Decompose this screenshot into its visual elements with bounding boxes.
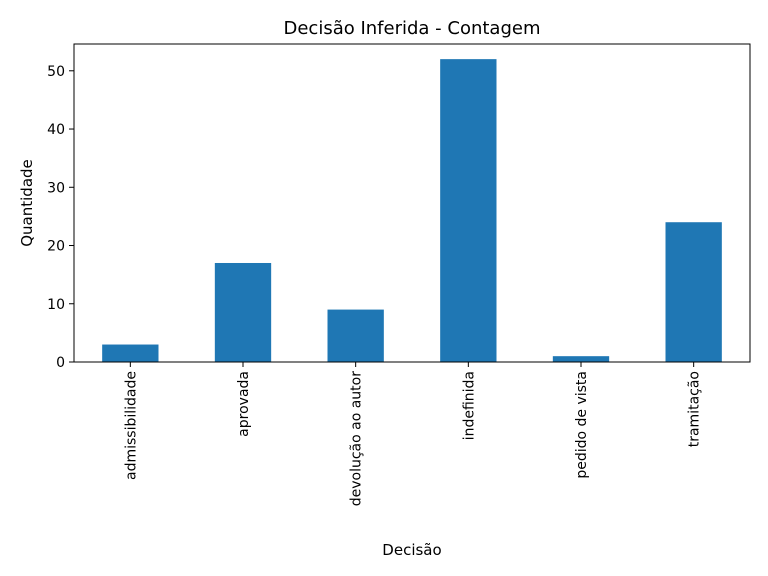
- x-tick-label: aprovada: [236, 371, 252, 437]
- bar-1: [214, 262, 272, 362]
- x-tick-label: tramitação: [687, 371, 703, 447]
- bar-0: [102, 344, 159, 362]
- y-tick-label: 10: [47, 297, 65, 313]
- y-axis-ticks: 0 10 20 30 40 50: [47, 64, 74, 371]
- x-tick-label: admissibilidade: [123, 371, 139, 480]
- y-tick-label: 20: [47, 239, 65, 255]
- x-tick-label: pedido de vista: [574, 371, 590, 479]
- x-axis-ticks: admissibilidade aprovada devolução ao auto…: [123, 362, 703, 507]
- bar-5: [665, 222, 722, 362]
- y-tick-label: 50: [47, 64, 65, 80]
- y-tick-label: 0: [56, 355, 65, 371]
- y-tick-label: 30: [47, 180, 65, 196]
- y-tick-label: 40: [47, 122, 65, 138]
- chart-title: Decisão Inferida - Contagem: [283, 18, 540, 39]
- y-axis-label: Quantidade: [18, 159, 36, 247]
- plot-frame: [73, 43, 751, 363]
- x-tick-label: devolução ao autor: [349, 371, 365, 507]
- x-tick-label: indefinida: [461, 371, 477, 440]
- x-axis-label: Decisão: [382, 541, 441, 559]
- bars-group: [102, 59, 722, 362]
- bar-3: [440, 59, 497, 362]
- bar-2: [327, 309, 384, 362]
- bar-4: [552, 356, 610, 362]
